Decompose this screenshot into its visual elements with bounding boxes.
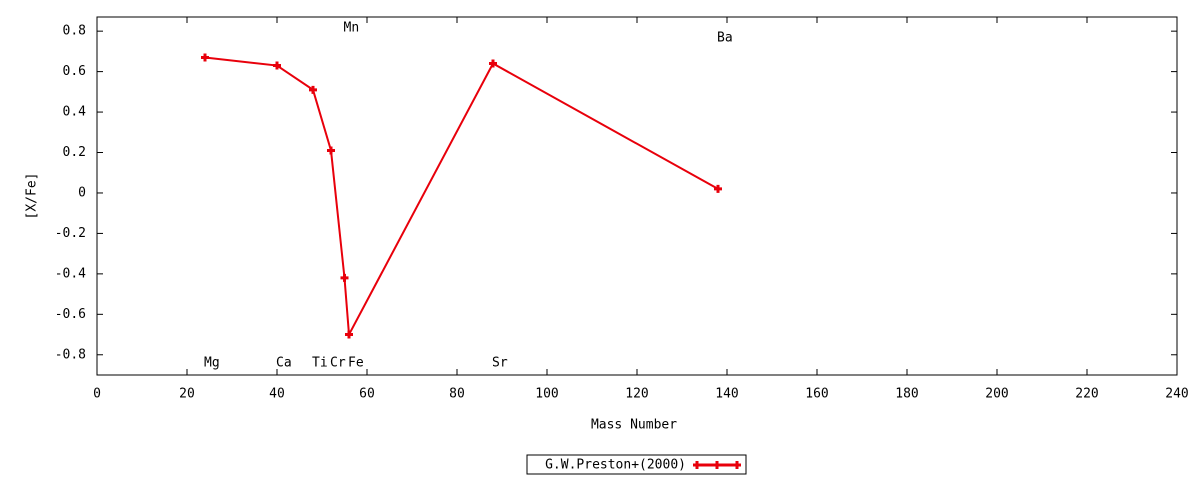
y-tick-label: 0.6 [63, 64, 86, 79]
legend-marker [713, 461, 721, 469]
data-point [489, 59, 497, 68]
point-label: Mn [344, 21, 360, 36]
plot-frame [96, 16, 1178, 376]
data-point [345, 330, 353, 339]
y-axis-label: [X/Fe] [25, 173, 40, 220]
legend-label: G.W.Preston+(2000) [545, 458, 686, 473]
data-point [340, 273, 349, 282]
point-label: Fe [348, 356, 364, 371]
legend-marker [693, 461, 701, 469]
y-tick-label: 0 [78, 185, 86, 200]
x-tick-label: 180 [895, 387, 918, 402]
legend-marker [733, 461, 741, 469]
y-tick-label: 0.8 [63, 24, 86, 39]
y-tick-label: -0.4 [55, 266, 86, 281]
x-tick-label: 200 [985, 387, 1008, 402]
legend [526, 454, 747, 475]
x-tick-label: 0 [93, 387, 101, 402]
point-label: Ba [717, 31, 733, 46]
x-tick-label: 220 [1075, 387, 1098, 402]
x-tick-label: 160 [805, 387, 828, 402]
point-label: Cr [330, 356, 346, 371]
data-point [201, 53, 209, 62]
x-tick-label: 80 [449, 387, 465, 402]
x-tick-label: 20 [179, 387, 195, 402]
data-point [714, 184, 722, 193]
data-point [327, 146, 335, 155]
x-tick-label: 140 [715, 387, 738, 402]
data-point [309, 85, 317, 94]
point-label: Ca [276, 356, 292, 371]
y-tick-label: -0.6 [55, 307, 86, 322]
data-line [204, 56, 719, 339]
y-tick-label: 0.2 [63, 145, 86, 160]
point-label: Sr [492, 356, 508, 371]
data-point [273, 61, 281, 70]
y-tick-label: -0.2 [55, 226, 86, 241]
y-tick-label: 0.4 [63, 105, 87, 120]
x-tick-label: 240 [1165, 387, 1188, 402]
x-tick-label: 60 [359, 387, 375, 402]
x-tick-label: 120 [625, 387, 648, 402]
x-axis-label: Mass Number [591, 418, 677, 433]
point-label: Ti [312, 356, 328, 371]
point-label: Mg [204, 356, 220, 371]
y-tick-label: -0.8 [55, 347, 86, 362]
x-tick-label: 100 [535, 387, 558, 402]
x-tick-label: 40 [269, 387, 285, 402]
